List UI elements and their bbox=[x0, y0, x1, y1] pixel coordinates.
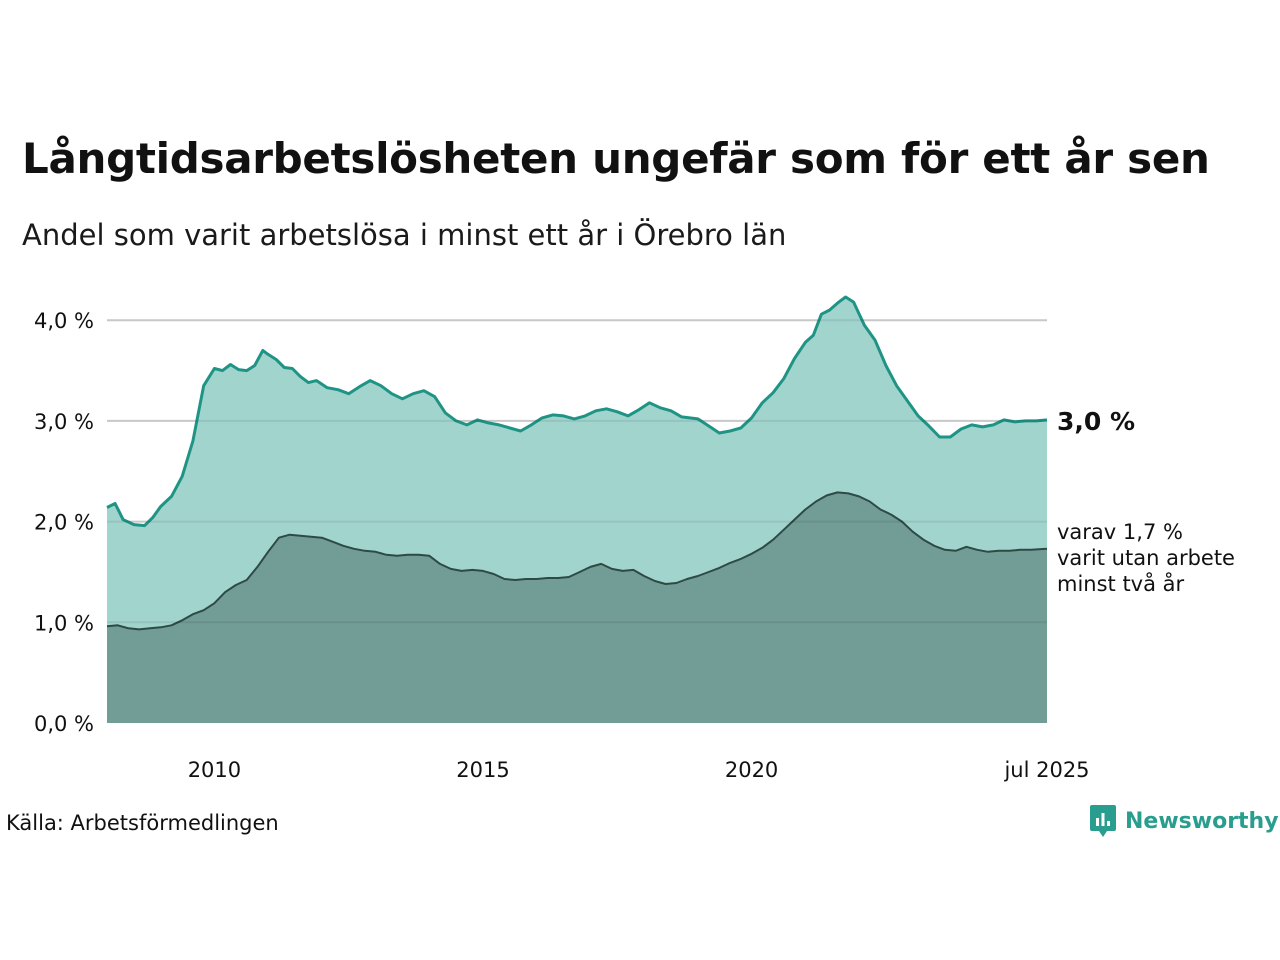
logo-text: Newsworthy bbox=[1125, 808, 1279, 834]
x-tick-label: jul 2025 bbox=[1003, 758, 1089, 782]
x-tick-label: 2010 bbox=[188, 758, 241, 782]
chart-title: Långtidsarbetslösheten ungefär som för e… bbox=[22, 134, 1210, 183]
y-axis-ticks: 0,0 % 1,0 % 2,0 % 3,0 % 4,0 % bbox=[34, 309, 94, 736]
series-end-label-longterm-line: minst två år bbox=[1057, 571, 1185, 596]
y-tick-label: 0,0 % bbox=[34, 712, 94, 736]
series-area-1 bbox=[107, 492, 1047, 723]
source-note: Källa: Arbetsförmedlingen bbox=[6, 811, 279, 835]
line-layer bbox=[106, 295, 1048, 631]
y-tick-label: 2,0 % bbox=[34, 511, 94, 535]
x-tick-label: 2015 bbox=[456, 758, 509, 782]
series-line-0 bbox=[106, 295, 1048, 528]
newsworthy-chart-bubble-icon bbox=[1090, 805, 1116, 837]
series-line-1 bbox=[106, 491, 1048, 631]
series-end-label-longterm-line: varit utan arbete bbox=[1057, 546, 1235, 570]
y-tick-label: 3,0 % bbox=[34, 410, 94, 434]
series-end-label-longterm-line: varav 1,7 % bbox=[1057, 520, 1183, 544]
area-layer bbox=[107, 297, 1047, 723]
x-tick-label: 2020 bbox=[725, 758, 778, 782]
y-tick-label: 1,0 % bbox=[34, 611, 94, 635]
chart-subtitle: Andel som varit arbetslösa i minst ett å… bbox=[22, 218, 787, 252]
series-end-label-total: 3,0 % bbox=[1057, 407, 1135, 436]
x-axis-ticks: 2010 2015 2020 jul 2025 bbox=[188, 758, 1090, 782]
y-tick-label: 4,0 % bbox=[34, 309, 94, 333]
newsworthy-logo: Newsworthy bbox=[1089, 803, 1279, 839]
